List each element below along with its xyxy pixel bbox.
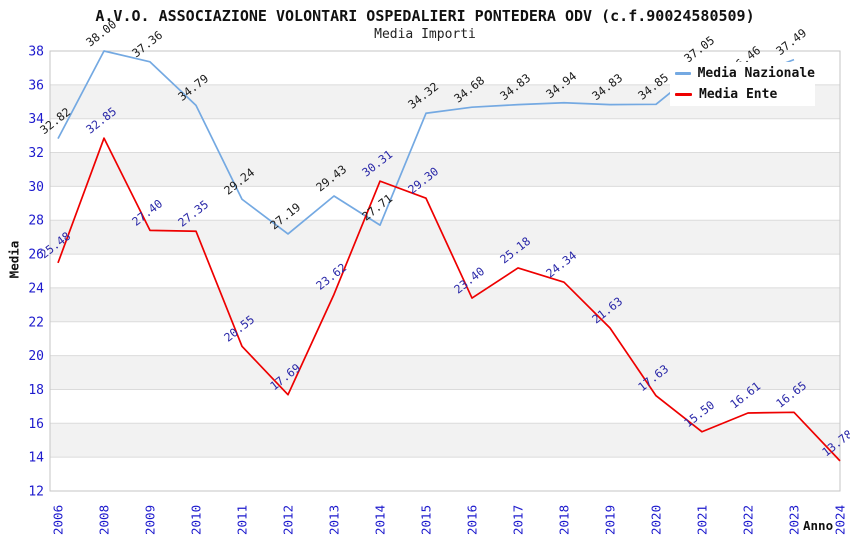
legend-item-media-nazionale: Media Nazionale	[670, 65, 815, 82]
grid-band	[50, 152, 840, 187]
line-swatch-icon	[675, 93, 692, 96]
y-tick-label: 14	[28, 451, 44, 466]
legend: Media Nazionale Media Ente	[670, 62, 815, 106]
x-tick-label: 2018	[557, 505, 572, 535]
y-tick-label: 34	[28, 112, 44, 127]
grid-band	[50, 321, 840, 356]
grid-band	[50, 355, 840, 390]
grid-band	[50, 118, 840, 153]
y-tick-label: 20	[28, 349, 44, 364]
x-tick-label: 2011	[235, 505, 250, 535]
x-tick-label: 2010	[189, 505, 204, 535]
y-tick-label: 32	[28, 146, 44, 161]
x-tick-label: 2022	[741, 505, 756, 535]
x-tick-label: 2021	[695, 505, 710, 535]
y-axis-title: Media	[6, 240, 22, 279]
chart-subtitle: Media Importi	[374, 27, 476, 42]
grid-band	[50, 457, 840, 491]
grid-band	[50, 423, 840, 458]
y-tick-label: 16	[28, 417, 44, 432]
x-axis-title: Anno	[803, 518, 834, 533]
x-tick-label: 2006	[51, 505, 66, 535]
legend-label: Media Nazionale	[697, 66, 815, 81]
grid-band	[50, 389, 840, 424]
legend-label: Media Ente	[699, 87, 778, 102]
series-line-media-ente	[57, 137, 841, 462]
x-tick-label: 2009	[143, 505, 158, 535]
x-tick-label: 2014	[373, 505, 388, 535]
x-tick-label: 2012	[281, 505, 296, 535]
y-tick-label: 36	[28, 78, 44, 93]
y-tick-label: 28	[28, 214, 44, 229]
chart-title: A.V.O. ASSOCIAZIONE VOLONTARI OSPEDALIER…	[95, 7, 755, 25]
x-tick-label: 2017	[511, 505, 526, 535]
y-tick-label: 22	[28, 315, 44, 330]
y-tick-label: 24	[28, 281, 44, 296]
grid-band	[50, 287, 840, 322]
x-tick-label: 2013	[327, 505, 342, 535]
x-tick-label: 2024	[833, 505, 848, 535]
x-tick-label: 2019	[603, 505, 618, 535]
line-swatch-icon	[675, 72, 691, 75]
x-tick-label: 2015	[419, 505, 434, 535]
grid-band	[50, 220, 840, 255]
y-tick-label: 18	[28, 383, 44, 398]
x-tick-label: 2008	[97, 505, 112, 535]
legend-item-media-ente: Media Ente	[670, 86, 815, 103]
y-tick-label: 12	[28, 485, 44, 500]
grid-band	[50, 254, 840, 288]
y-tick-label: 38	[28, 45, 44, 60]
y-tick-label: 26	[28, 248, 44, 263]
y-tick-label: 30	[28, 180, 44, 195]
x-tick-label: 2023	[787, 505, 802, 535]
x-tick-label: 2020	[649, 505, 664, 535]
x-tick-label: 2016	[465, 505, 480, 535]
data-label: 38.00	[83, 17, 119, 49]
grid-band	[50, 186, 840, 221]
plot-border	[49, 50, 841, 492]
